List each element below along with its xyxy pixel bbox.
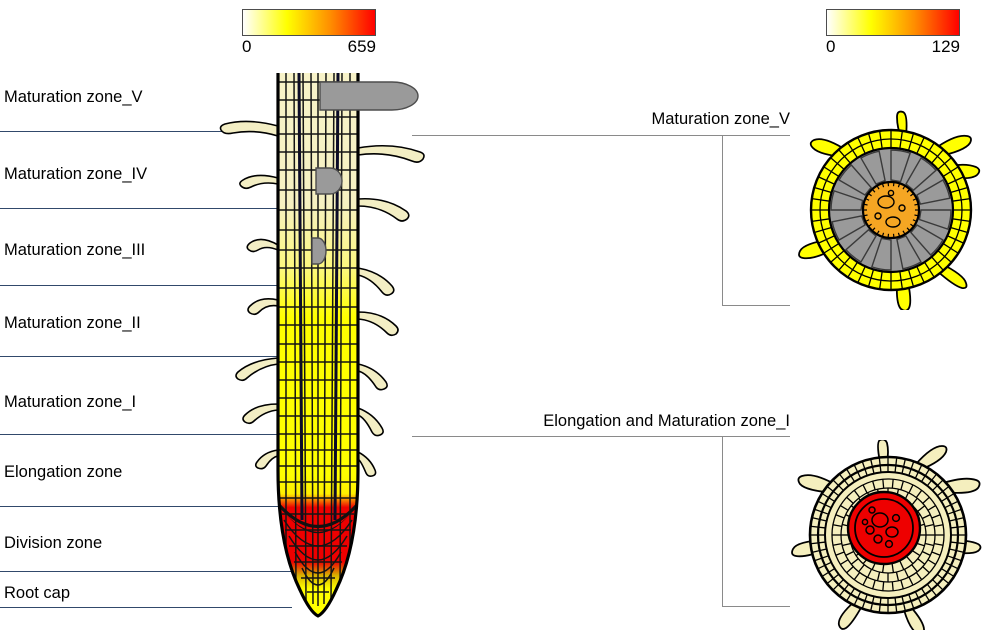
cross-section-elongation-maturation-zone-i bbox=[788, 440, 998, 630]
lateral-root-emerged bbox=[320, 82, 418, 110]
lateral-root-primordium-early bbox=[312, 238, 326, 264]
lateral-root-primordium-bulging bbox=[316, 168, 342, 194]
cross-section-i-pericycle bbox=[855, 499, 913, 557]
cross-section-maturation-zone-v bbox=[788, 110, 998, 310]
